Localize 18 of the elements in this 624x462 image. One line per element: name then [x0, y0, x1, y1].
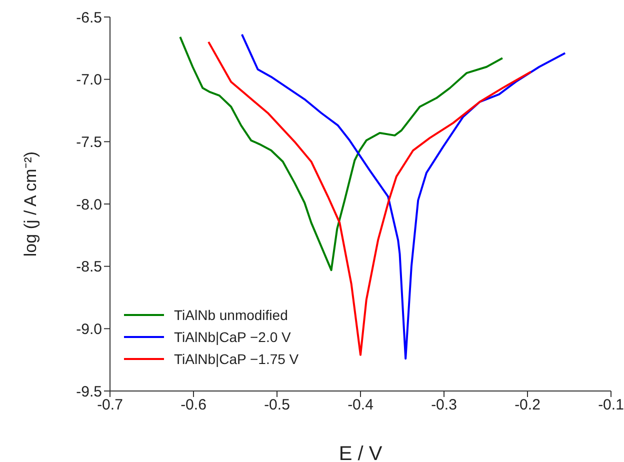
- legend-label: TiAlNb|CaP −2.0 V: [174, 328, 291, 347]
- y-tick-label: -8.5: [76, 258, 102, 276]
- y-tick-label: -7.0: [76, 72, 102, 89]
- x-tick-label: -0.2: [514, 396, 540, 414]
- y-tick-label: -9.0: [76, 320, 102, 338]
- y-tick-label: -6.5: [76, 9, 102, 26]
- x-tick-label: -0.4: [348, 396, 374, 414]
- x-tick-label: -0.5: [264, 396, 290, 414]
- legend-label: TiAlNb unmodified: [174, 306, 288, 325]
- x-tick-label: -0.3: [431, 396, 457, 414]
- y-tick-label: -8.0: [76, 196, 102, 214]
- x-axis-title: E / V: [338, 443, 383, 462]
- line-series: [179, 36, 504, 272]
- x-tick-label: -0.6: [180, 396, 206, 414]
- y-tick-label: -7.5: [76, 134, 102, 151]
- y-axis-title: log (j / A cm⁻²): [21, 151, 40, 257]
- legend-label: TiAlNb|CaP −1.75 V: [174, 350, 299, 369]
- x-tick-label: -0.1: [598, 396, 624, 414]
